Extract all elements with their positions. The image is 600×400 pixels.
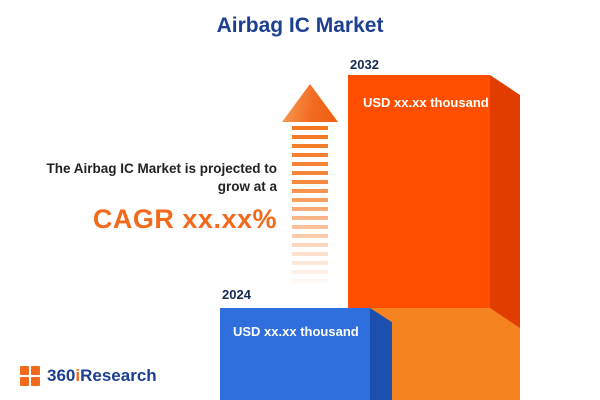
brand-grid-icon: [20, 366, 40, 386]
growth-annotation: The Airbag IC Market is projected to gro…: [10, 160, 277, 235]
bar-2032-side-face: [490, 75, 520, 329]
cagr-value: CAGR xx.xx%: [92, 204, 277, 235]
brand-wordmark-360: 360: [47, 366, 76, 385]
bar-2032-year-label: 2032: [350, 57, 379, 72]
bar-2024-year-label: 2024: [222, 287, 251, 302]
bar-2024-front-face: [220, 308, 370, 400]
grid-square: [31, 366, 40, 375]
bar-2032-front-face: [348, 75, 490, 308]
arrow-fade-overlay: [292, 126, 328, 290]
annotation-line-2: grow at a: [217, 179, 277, 195]
grid-square: [20, 366, 29, 375]
grid-square: [20, 377, 29, 386]
brand-wordmark-i: i: [75, 366, 81, 385]
brand-wordmark-research: Research: [80, 366, 157, 385]
page-title: Airbag IC Market: [216, 14, 384, 37]
bar-2032-value-label: USD xx.xx thousand: [363, 95, 489, 110]
bar-2024-value-label: USD xx.xx thousand: [233, 324, 359, 339]
brand-logo: 360iResearch: [20, 366, 157, 386]
growth-arrow-stripes-icon: [292, 126, 328, 290]
annotation-line-1: The Airbag IC Market is projected to: [46, 161, 277, 176]
growth-arrow-head-icon: [282, 84, 338, 122]
bar-2024-side-face: [370, 308, 392, 400]
grid-square: [31, 377, 40, 386]
brand-wordmark: 360iResearch: [47, 366, 157, 386]
